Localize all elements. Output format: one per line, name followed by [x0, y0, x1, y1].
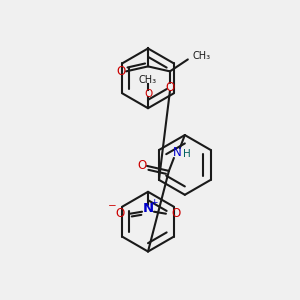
- Text: O: O: [116, 207, 125, 220]
- Text: O: O: [144, 89, 152, 99]
- Text: O: O: [165, 81, 175, 94]
- Text: O: O: [116, 65, 126, 78]
- Text: N: N: [142, 202, 154, 215]
- Text: N: N: [172, 146, 181, 160]
- Text: O: O: [137, 159, 147, 172]
- Text: O: O: [171, 207, 181, 220]
- Text: −: −: [108, 201, 117, 211]
- Text: H: H: [183, 149, 191, 159]
- Text: CH₃: CH₃: [193, 51, 211, 62]
- Text: CH₃: CH₃: [139, 75, 157, 85]
- Text: +: +: [150, 198, 158, 207]
